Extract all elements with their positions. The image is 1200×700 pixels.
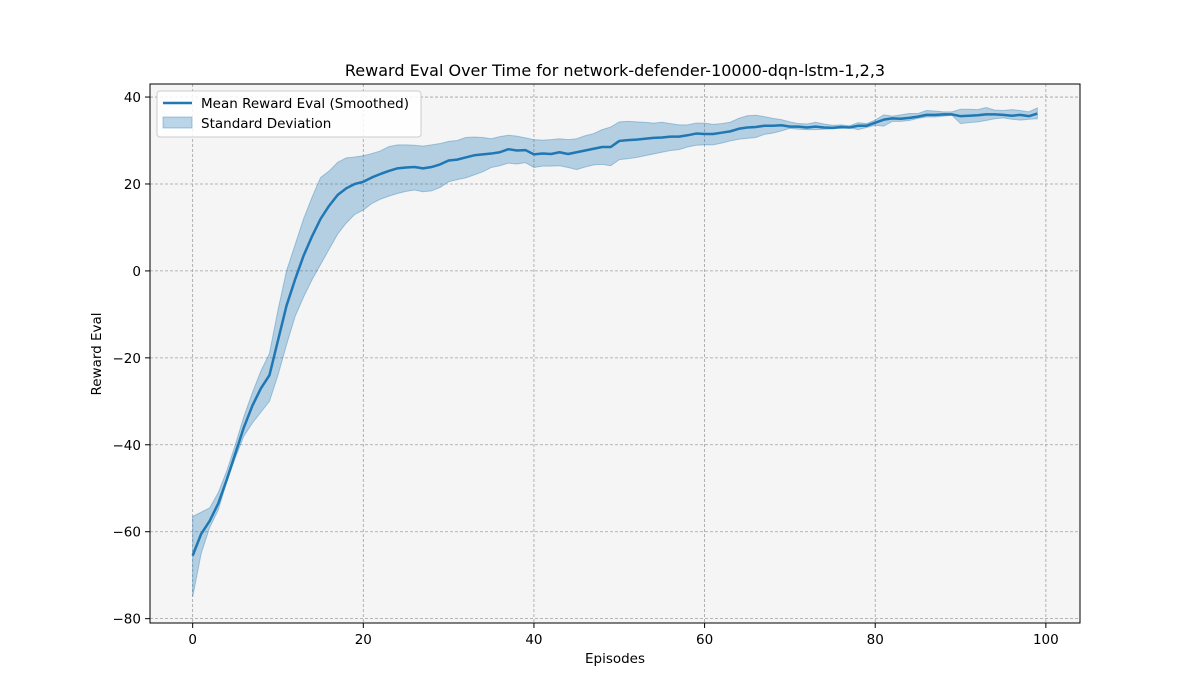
legend-band-swatch [162, 116, 193, 129]
x-tick-label: 0 [188, 632, 197, 648]
legend: Mean Reward Eval (Smoothed) Standard Dev… [156, 90, 422, 138]
y-tick-label: 0 [132, 264, 141, 280]
x-tick-label: 80 [867, 632, 884, 648]
x-tick-label: 20 [355, 632, 372, 648]
y-axis-ticks: −80 −60 −40 −20 0 20 40 [113, 90, 150, 628]
legend-label-std: Standard Deviation [201, 116, 331, 132]
std-deviation-band [192, 106, 1038, 598]
plot-frame [149, 83, 1081, 624]
chart-title: Reward Eval Over Time for network-defend… [345, 61, 885, 80]
plot-area [150, 84, 1080, 623]
x-tick-label: 40 [525, 632, 542, 648]
legend-box [156, 90, 422, 138]
mean-reward-line [191, 112, 1038, 557]
x-tick-label: 60 [696, 632, 713, 648]
y-tick-label: 20 [124, 177, 141, 193]
y-axis-label: Reward Eval [89, 312, 105, 395]
x-axis-ticks: 0 20 40 60 80 100 [188, 623, 1059, 648]
x-tick-label: 100 [1033, 632, 1059, 648]
y-tick-label: −80 [113, 612, 142, 628]
x-axis-label: Episodes [585, 651, 645, 667]
y-tick-label: 40 [124, 90, 141, 106]
y-tick-label: −40 [113, 438, 142, 454]
y-tick-label: −20 [113, 351, 142, 367]
legend-label-mean: Mean Reward Eval (Smoothed) [201, 96, 409, 112]
y-tick-label: −60 [113, 525, 142, 541]
